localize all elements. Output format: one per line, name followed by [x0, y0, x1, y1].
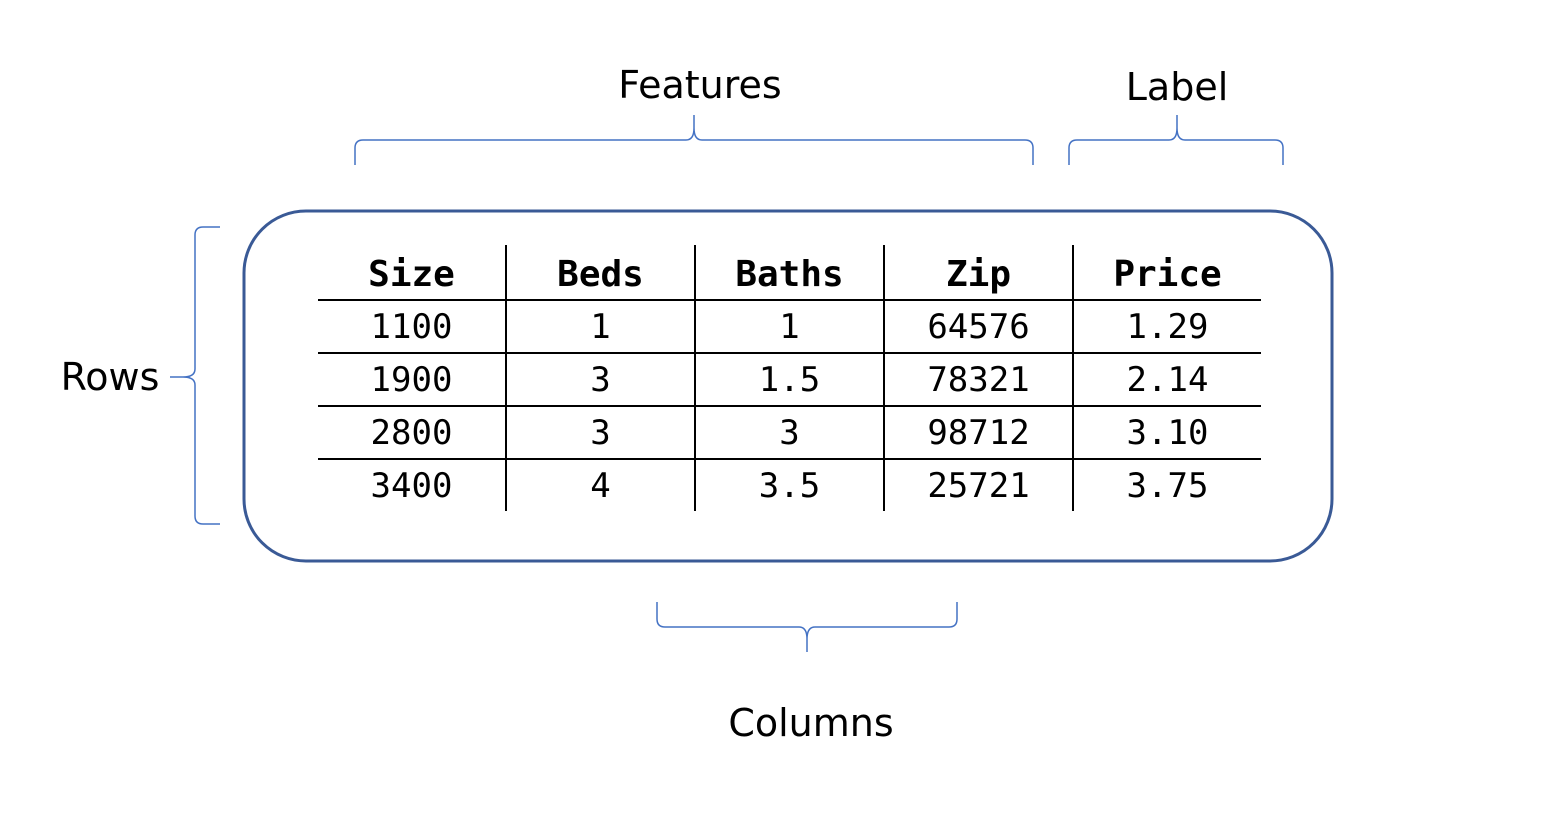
table-box — [242, 209, 1334, 563]
header-zip: Zip — [883, 245, 1073, 301]
cell: 3.10 — [1072, 406, 1261, 460]
features-brace — [354, 115, 1034, 165]
cell: 3.5 — [694, 459, 884, 511]
cell: 3 — [505, 406, 695, 460]
cell: 1100 — [318, 300, 506, 354]
columns-brace — [656, 602, 958, 652]
cell: 2800 — [318, 406, 506, 460]
rows-label: Rows — [60, 355, 160, 399]
cell: 1 — [694, 300, 884, 354]
header-baths: Baths — [694, 245, 884, 301]
header-price: Price — [1072, 245, 1261, 301]
cell: 1900 — [318, 353, 506, 407]
cell: 2.14 — [1072, 353, 1261, 407]
data-table: Size Beds Baths Zip Price 1100 1 1 64576… — [318, 245, 1261, 511]
header-size: Size — [318, 245, 506, 301]
cell: 3 — [694, 406, 884, 460]
cell: 64576 — [883, 300, 1073, 354]
cell: 1.5 — [694, 353, 884, 407]
columns-label: Columns — [728, 701, 894, 745]
cell: 3 — [505, 353, 695, 407]
table-row: 1900 3 1.5 78321 2.14 — [318, 353, 1261, 407]
cell: 3400 — [370, 465, 453, 506]
table-row: 3400 4 3.5 25721 3.75 — [318, 459, 1261, 511]
rows-brace — [170, 226, 220, 525]
cell: 78321 — [883, 353, 1073, 407]
header-row: Size Beds Baths Zip Price — [318, 245, 1261, 301]
cell: 25721 — [883, 459, 1073, 511]
cell: 4 — [505, 459, 695, 511]
table-row: 2800 3 3 98712 3.10 — [318, 406, 1261, 460]
cell: 3.75 — [1072, 459, 1261, 511]
cell: 1.29 — [1072, 300, 1261, 354]
label-label: Label — [1125, 65, 1229, 109]
table-row: 1100 1 1 64576 1.29 — [318, 300, 1261, 354]
cell: 98712 — [883, 406, 1073, 460]
label-brace — [1068, 115, 1284, 165]
cell: 1 — [505, 300, 695, 354]
features-label: Features — [618, 63, 782, 107]
header-beds: Beds — [505, 245, 695, 301]
